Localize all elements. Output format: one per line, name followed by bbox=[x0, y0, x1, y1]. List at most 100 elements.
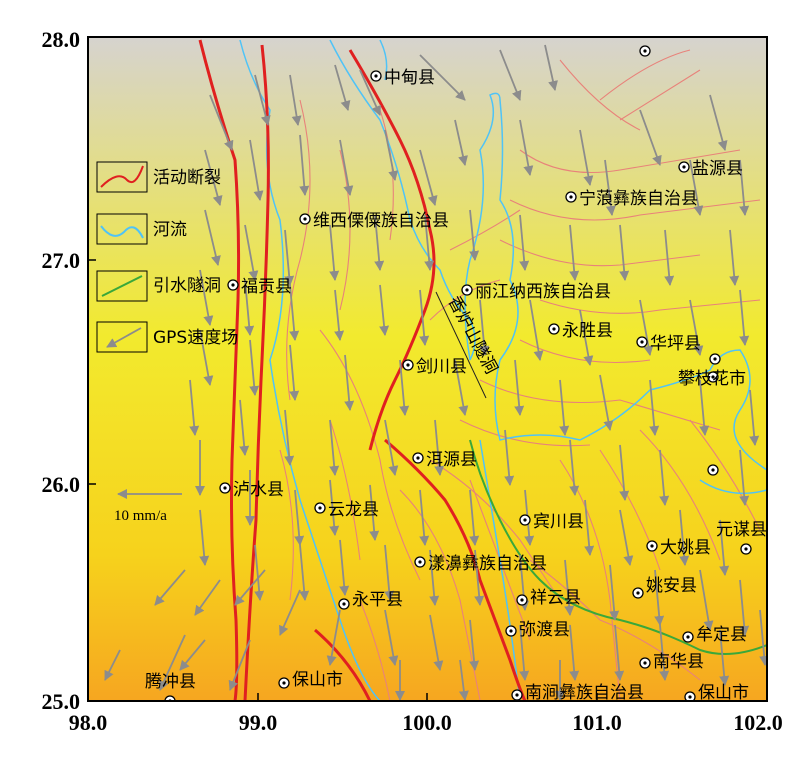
gps-velocity-arrow bbox=[659, 624, 670, 681]
legend-item-fault: 活动断裂 bbox=[96, 161, 221, 193]
gps-velocity-arrow bbox=[709, 94, 728, 151]
gps-velocity-arrow bbox=[519, 119, 534, 176]
gps-velocity-arrow bbox=[469, 619, 480, 671]
city-marker-dot bbox=[682, 165, 686, 169]
city-label: 大姚县 bbox=[660, 538, 711, 558]
gps-velocity-arrow bbox=[424, 214, 435, 271]
city-label: 福贡县 bbox=[241, 277, 292, 297]
x-tick-label: 98.0 bbox=[69, 710, 108, 735]
city-label: 南涧彝族自治县 bbox=[525, 683, 644, 703]
city-label: 华坪县 bbox=[650, 334, 701, 354]
city-label: 南华县 bbox=[653, 652, 704, 672]
city-marker-icon bbox=[164, 695, 176, 701]
gps-velocity-arrow bbox=[529, 299, 544, 361]
gps-velocity-arrow bbox=[519, 214, 530, 271]
gps-velocity-arrow bbox=[284, 409, 295, 466]
gps-velocity-arrow bbox=[654, 569, 665, 626]
city-marker-dot bbox=[569, 195, 573, 199]
gps-velocity-arrow bbox=[739, 159, 750, 216]
gps-velocity-arrow bbox=[609, 564, 620, 621]
gps-velocity-arrow bbox=[559, 379, 570, 436]
city-marker-dot bbox=[465, 288, 469, 292]
y-axis: 25.0 26.0 27.0 28.0 bbox=[42, 27, 96, 714]
gps-velocity-arrow bbox=[399, 359, 410, 416]
city-marker-dot bbox=[416, 456, 420, 460]
city-label: 攀枝花市 bbox=[678, 369, 746, 389]
gps-velocity-arrow bbox=[339, 539, 350, 596]
scale-label: 10 mm/a bbox=[114, 508, 167, 524]
city-marker-dot bbox=[552, 327, 556, 331]
legend-label-fault: 活动断裂 bbox=[153, 168, 221, 188]
gps-velocity-arrow bbox=[228, 639, 251, 691]
gps-velocity-arrow bbox=[419, 489, 430, 546]
gps-velocity-arrow bbox=[249, 339, 260, 396]
gps-velocity-arrow bbox=[434, 419, 445, 476]
gps-arrow-icon bbox=[106, 327, 142, 348]
city-marker-dot bbox=[318, 506, 322, 510]
gps-velocity-arrow bbox=[749, 389, 760, 446]
gps-velocity-arrow bbox=[419, 149, 438, 206]
gps-velocity-arrow bbox=[429, 614, 444, 671]
legend-item-gps: GPS速度场 bbox=[96, 321, 238, 353]
gps-velocity-arrow bbox=[504, 429, 515, 486]
gps-velocity-arrow bbox=[329, 224, 340, 281]
legend-item-river: 河流 bbox=[96, 213, 187, 245]
city-label: 元谋县 bbox=[716, 520, 767, 540]
gps-velocity-arrow bbox=[479, 299, 490, 356]
gps-velocity-arrow bbox=[499, 49, 522, 101]
city-marker-dot bbox=[640, 340, 644, 344]
city-label: 中甸县 bbox=[384, 68, 435, 88]
gps-velocity-arrow bbox=[689, 299, 704, 356]
city-label: 维西傈僳族自治县 bbox=[313, 211, 449, 231]
gps-velocity-arrow bbox=[664, 229, 675, 286]
gps-velocity-arrow bbox=[209, 94, 234, 151]
gps-velocity-arrow bbox=[569, 624, 580, 681]
legend-label-tunnel: 引水隧洞 bbox=[153, 276, 221, 296]
gps-velocity-arrow bbox=[326, 609, 341, 666]
gps-velocity-arrow bbox=[679, 509, 690, 566]
gps-velocity-arrow bbox=[289, 284, 300, 341]
gps-velocity-arrow bbox=[289, 344, 300, 401]
city-marker-dot bbox=[744, 547, 748, 551]
city-marker-dot bbox=[520, 598, 524, 602]
city-marker-dot bbox=[636, 591, 640, 595]
gps-velocity-arrow bbox=[189, 379, 200, 436]
gps-velocity-arrow bbox=[369, 484, 380, 541]
city-label: 漾濞彝族自治县 bbox=[428, 554, 547, 574]
gps-velocity-arrow bbox=[334, 289, 345, 341]
city-label: 保山市 bbox=[292, 670, 343, 690]
city-label: 盐源县 bbox=[692, 159, 743, 179]
city-marker-dot bbox=[282, 681, 286, 685]
city-marker-dot bbox=[342, 602, 346, 606]
x-axis: 98.0 99.0 100.0 101.0 102.0 bbox=[69, 693, 783, 735]
city-label: 腾冲县 bbox=[145, 672, 196, 692]
gps-velocity-arrow bbox=[379, 284, 390, 336]
city-marker-dot bbox=[374, 74, 378, 78]
y-tick-label: 26.0 bbox=[42, 472, 81, 497]
gps-velocity-field bbox=[104, 44, 767, 701]
gps-velocity-arrow bbox=[729, 229, 740, 286]
gps-velocity-arrow bbox=[739, 449, 750, 506]
city-label: 剑川县 bbox=[416, 357, 467, 377]
city-marker-dot bbox=[418, 560, 422, 564]
gps-velocity-arrow bbox=[334, 64, 351, 111]
gps-velocity-arrow bbox=[104, 649, 121, 681]
legend-label-river: 河流 bbox=[153, 220, 187, 240]
gps-velocity-arrow bbox=[469, 209, 480, 261]
x-tick-label: 99.0 bbox=[239, 710, 278, 735]
gps-velocity-arrow bbox=[159, 634, 186, 691]
gps-velocity-arrow bbox=[544, 44, 558, 91]
gps-velocity-arrow bbox=[579, 129, 594, 186]
gps-velocity-arrow bbox=[289, 74, 302, 126]
gps-velocity-arrow bbox=[329, 419, 340, 476]
gps-velocity-arrow bbox=[339, 139, 354, 196]
city-marker-dot bbox=[711, 375, 715, 379]
x-tick-label: 101.0 bbox=[572, 710, 622, 735]
city-label: 洱源县 bbox=[426, 450, 477, 470]
gps-velocity-arrow bbox=[458, 659, 469, 701]
gps-velocity-arrow bbox=[249, 139, 264, 201]
gps-velocity-arrow bbox=[199, 269, 214, 326]
gps-velocity-arrow bbox=[329, 479, 340, 536]
legend-item-tunnel: 引水隧洞 bbox=[96, 270, 221, 302]
tunnel-line-icon bbox=[101, 275, 143, 297]
